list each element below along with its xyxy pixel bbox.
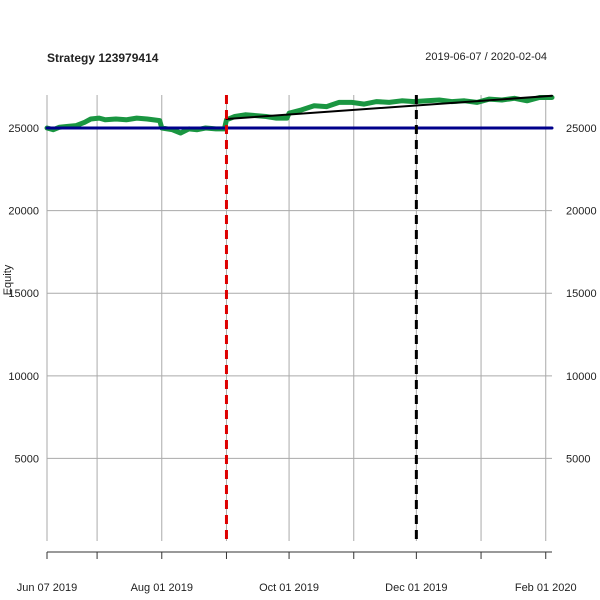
equity-line [44,95,555,136]
date-range-label: 2019-06-07 / 2020-02-04 [425,51,547,63]
y-tick-label-left: 15000 [8,288,39,300]
x-tick-label: Oct 01 2019 [259,582,319,594]
y-tick-label-right: 25000 [566,123,597,135]
axis-labels: 5000 5000 10000 10000 15000 15000 20000 20000 25… [8,123,596,594]
y-tick-label-left: 25000 [8,123,39,135]
x-tick-label: Jun 07 2019 [17,582,78,594]
y-tick-label-right: 15000 [566,288,597,300]
trend-line [225,94,553,120]
y-tick-label-right: 5000 [566,453,590,465]
y-tick-label-left: 10000 [8,371,39,383]
y-tick-label-right: 10000 [566,371,597,383]
x-tick-label: Aug 01 2019 [131,582,193,594]
chart-title: Strategy 123979414 [47,51,159,65]
chart-marks [44,94,555,541]
y-axis-label: Equity [2,264,14,295]
y-tick-label-left: 5000 [15,453,39,465]
grid [46,95,552,541]
x-tick-label: Feb 01 2020 [515,582,577,594]
y-tick-label-left: 20000 [8,206,39,218]
x-tick-label: Dec 01 2019 [385,582,447,594]
y-tick-label-right: 20000 [566,206,597,218]
